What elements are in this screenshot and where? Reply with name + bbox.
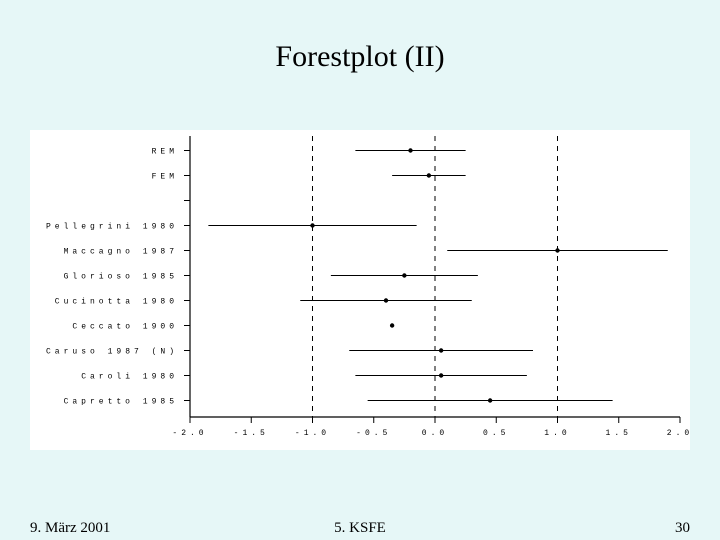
x-tick-label: 0.5 <box>483 429 509 438</box>
footer-pagenum: 30 <box>675 520 690 537</box>
point-marker <box>408 148 412 152</box>
x-tick-label: -2.0 <box>172 429 207 438</box>
point-marker <box>390 323 394 327</box>
study-label: Capretto 1985 <box>64 398 178 407</box>
x-tick-label: 1.5 <box>606 429 632 438</box>
study-label: Cucinotta 1980 <box>55 298 178 307</box>
point-marker <box>427 173 431 177</box>
forestplot-svg: REM FEM Pellegrini 1980 Maccagno 1987 Glorio… <box>30 130 690 450</box>
x-tick-label: -0.5 <box>356 429 391 438</box>
point-marker <box>488 398 492 402</box>
study-label: Pellegrini 1980 <box>46 223 178 232</box>
slide-title: Forestplot (II) <box>0 40 720 74</box>
study-label: Caroli 1980 <box>81 373 178 382</box>
study-label: FEM <box>152 173 178 182</box>
footer-center: 5. KSFE <box>334 520 386 537</box>
slide: Forestplot (II) REM FEM Pellegrini 1980 Mac… <box>0 0 720 540</box>
x-tick-label: -1.0 <box>295 429 330 438</box>
x-tick-label: -1.5 <box>234 429 269 438</box>
point-marker <box>402 273 406 277</box>
point-marker <box>439 373 443 377</box>
study-label: Glorioso 1985 <box>64 273 178 282</box>
forestplot: REM FEM Pellegrini 1980 Maccagno 1987 Glorio… <box>30 130 690 450</box>
x-tick-label: 2.0 <box>667 429 690 438</box>
footer-date: 9. März 2001 <box>30 520 110 537</box>
point-marker <box>439 348 443 352</box>
study-label: REM <box>152 148 178 157</box>
x-tick-label: 1.0 <box>544 429 570 438</box>
x-tick-label: 0.0 <box>422 429 448 438</box>
point-marker <box>555 248 559 252</box>
point-marker <box>310 223 314 227</box>
study-label: Caruso 1987 (N) <box>46 348 178 357</box>
study-label: Ceccato 1900 <box>72 323 178 332</box>
study-label: Maccagno 1987 <box>64 248 178 257</box>
point-marker <box>384 298 388 302</box>
